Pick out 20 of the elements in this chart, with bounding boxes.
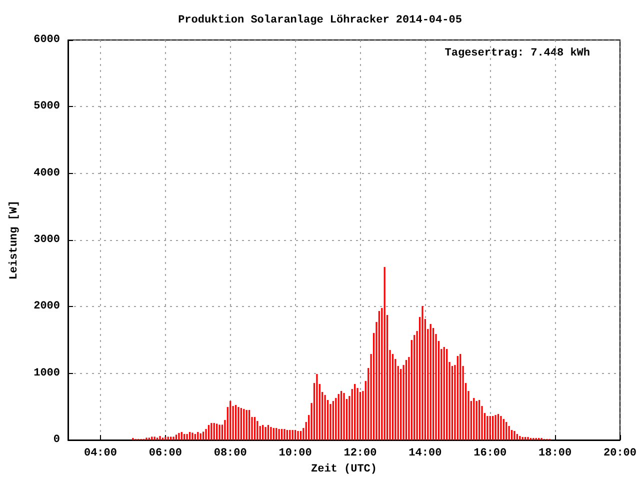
annotation: Tagesertrag: 7.448 kWh [444,48,590,60]
y-tick-label: 2000 [34,300,60,313]
y-tick-label: 3000 [34,234,60,246]
x-tick-label: 20:00 [603,448,637,460]
x-tick-label: 12:00 [344,448,377,460]
x-tick-label: 10:00 [278,448,312,460]
chart-title: Produktion Solaranlage Löhracker 2014-04-05 [178,14,462,26]
x-tick-label: 04:00 [84,448,117,460]
y-tick-label: 0 [53,434,60,446]
y-tick-label: 5000 [34,100,60,113]
x-tick-label: 18:00 [538,448,572,460]
x-tick-label: 14:00 [408,448,442,460]
y-axis-title: Leistung [W] [8,200,20,280]
y-tick-label: 4000 [34,167,60,180]
y-tick-label: 1000 [34,367,60,380]
x-axis-title: Zeit (UTC) [310,464,378,476]
y-tick-label: 6000 [34,34,60,46]
x-tick-label: 06:00 [148,448,182,460]
x-tick-label: 16:00 [474,448,507,460]
x-tick-label: 08:00 [214,448,247,460]
